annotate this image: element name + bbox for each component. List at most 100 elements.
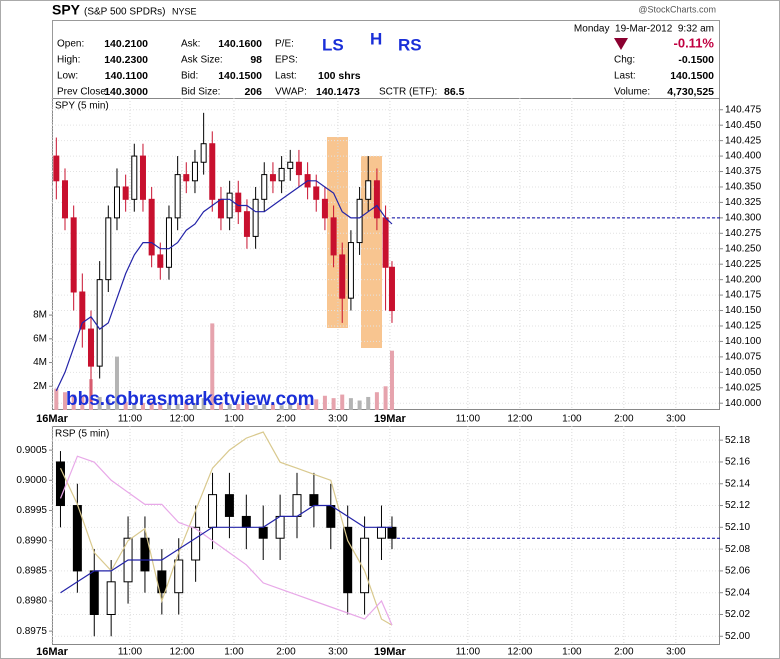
x-tick-label: 2:00 (276, 414, 296, 425)
x-tick-label: 3:00 (666, 647, 686, 658)
x-tick-label: 11:00 (456, 647, 481, 658)
candle-body (61, 180, 68, 219)
stat-value: 4,730,525 (667, 86, 714, 98)
y-tick-label: 140.225 (725, 259, 762, 270)
y-tick-label: 52.16 (725, 457, 750, 468)
stat-value: 140.2100 (104, 38, 148, 50)
stat-label: SCTR (ETF): (379, 87, 437, 98)
series-line (59, 455, 393, 626)
y-tick-label: 140.150 (725, 305, 762, 316)
y-tick-label: 140.450 (725, 120, 762, 131)
y-tick-label: 140.400 (725, 151, 762, 162)
stat-value: 140.1500 (218, 70, 262, 82)
volume-bar (279, 405, 284, 410)
series-line (55, 180, 393, 392)
volume-bar (348, 398, 353, 410)
rsp-panel (52, 426, 720, 645)
x-tick-label: 11:00 (118, 414, 143, 425)
candle-body (241, 515, 251, 528)
y2-tick-label: 0.9000 (16, 475, 47, 486)
watermark: bbs.cobrasmarketview.com (66, 389, 315, 410)
volume-bar (322, 395, 327, 410)
candle-body (258, 526, 268, 539)
y-tick-label: 52.10 (725, 522, 750, 533)
volume-bar (62, 392, 67, 410)
y-tick-label: 140.200 (725, 274, 762, 285)
y-tick-label: 52.12 (725, 500, 750, 511)
y-tick-label: 140.275 (725, 228, 762, 239)
symbol: SPY (52, 2, 81, 18)
candle-body (174, 559, 184, 594)
y-tick-label: 140.025 (725, 382, 762, 393)
stat-label: Last: (614, 71, 636, 82)
annotation: H (370, 29, 382, 48)
stat-value: 100 shrs (318, 70, 361, 82)
candle-body (343, 526, 353, 594)
candle-body (360, 537, 370, 594)
volume-bar (389, 350, 394, 410)
volume-bar (80, 395, 85, 410)
candle-body (278, 167, 285, 182)
stat-value: 206 (244, 86, 262, 98)
y2-tick-label: 8M (33, 310, 47, 321)
volume-bar (149, 401, 154, 410)
volume-bar (201, 398, 206, 410)
y-tick-label: 140.325 (725, 197, 762, 208)
candle-body (376, 526, 386, 539)
stat-value: 98 (250, 54, 262, 66)
candle-body (292, 494, 302, 517)
candle-body (200, 143, 207, 163)
y2-tick-label: 4M (33, 357, 47, 368)
candle-body (243, 211, 250, 237)
y-tick-label: 140.050 (725, 367, 762, 378)
volume-bar (383, 386, 388, 410)
candle-body (388, 266, 395, 312)
candle-body (105, 217, 112, 281)
stat-label: Bid: (181, 71, 198, 82)
x-tick-label: 2:00 (276, 647, 296, 658)
candle-body (191, 526, 201, 561)
down-arrow (614, 38, 628, 50)
volume-bar (218, 402, 223, 410)
x-tick-label: 1:00 (224, 414, 244, 425)
candle-body (140, 537, 150, 572)
candle-body (295, 161, 302, 176)
candle-body (224, 494, 234, 517)
candle-body (373, 180, 380, 219)
x-tick-label: 11:00 (118, 647, 143, 658)
stat-label: Chg: (614, 55, 635, 66)
y-tick-label: 52.00 (725, 631, 750, 642)
candle-body (313, 186, 320, 200)
stat-value: 140.1600 (218, 38, 262, 50)
stat-value: 140.2300 (104, 54, 148, 66)
volume-bar (184, 401, 189, 410)
exchange: NYSE (172, 6, 197, 16)
volume-bar (158, 404, 163, 410)
candle-body (53, 155, 60, 182)
candle-body (226, 192, 233, 219)
change-percent: -0.11% (674, 35, 715, 50)
y2-tick-label: 0.9005 (16, 445, 47, 456)
y-tick-label: 52.08 (725, 544, 750, 555)
volume-bar (262, 404, 267, 410)
volume-bar (314, 399, 319, 410)
volume-bar (166, 402, 171, 410)
stat-label: Last: (275, 71, 297, 82)
series-line (59, 431, 393, 626)
y-tick-label: 52.14 (725, 478, 750, 489)
stat-value: 140.3000 (104, 86, 148, 98)
candle-body (261, 174, 268, 200)
y2-tick-label: 0.8990 (16, 535, 47, 546)
candle-body (96, 279, 103, 367)
series-line (60, 504, 392, 594)
volume-bar (331, 398, 336, 410)
y-tick-label: 52.06 (725, 566, 750, 577)
candle-body (217, 198, 224, 219)
candle-body (326, 505, 336, 528)
candle-body (309, 494, 319, 507)
candle-body (382, 217, 389, 268)
stat-label: Bid Size: (181, 87, 220, 98)
volume-bar (140, 402, 145, 410)
candle-body (131, 155, 138, 200)
stat-label: High: (57, 55, 80, 66)
